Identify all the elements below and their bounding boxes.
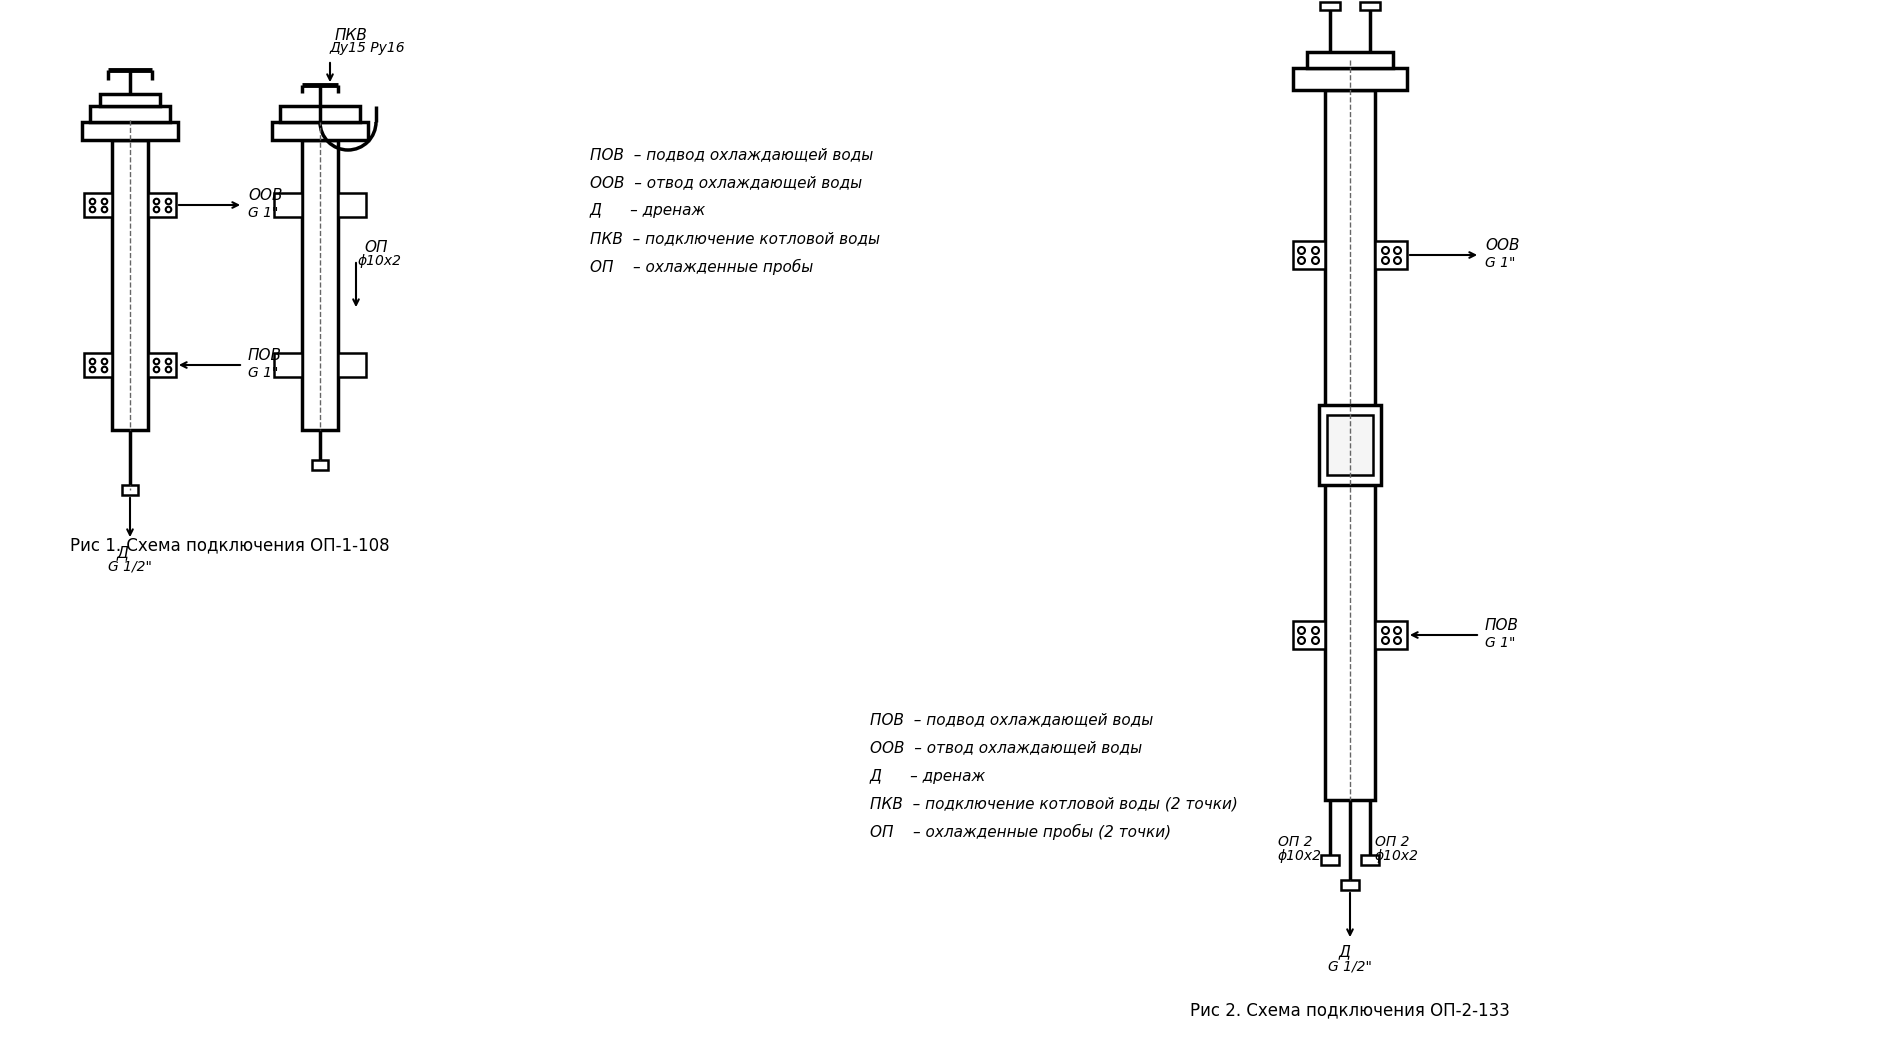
Text: ϕ10х2: ϕ10х2	[1277, 849, 1320, 863]
Text: Д: Д	[1337, 945, 1349, 960]
Bar	[1292, 241, 1324, 269]
Bar	[338, 353, 366, 377]
Text: ОП: ОП	[365, 239, 387, 254]
Text: Д: Д	[115, 545, 128, 560]
Text: Рис 1. Схема подключения ОП-1-108: Рис 1. Схема подключения ОП-1-108	[70, 536, 389, 554]
Text: Д      – дренаж: Д – дренаж	[869, 769, 986, 783]
Bar	[1375, 621, 1405, 649]
Text: Рис 2. Схема подключения ОП-2-133: Рис 2. Схема подключения ОП-2-133	[1190, 1001, 1509, 1019]
Text: G 1": G 1"	[247, 366, 278, 379]
Bar	[1375, 241, 1405, 269]
Text: ОП 2: ОП 2	[1277, 836, 1311, 849]
Text: ПОВ: ПОВ	[1485, 618, 1519, 632]
Text: ϕ10х2: ϕ10х2	[357, 254, 402, 268]
Bar	[111, 140, 147, 431]
Bar	[147, 193, 176, 217]
Text: ПОВ  – подвод охлаждающей воды: ПОВ – подвод охлаждающей воды	[589, 148, 873, 163]
Text: G 1": G 1"	[1485, 636, 1515, 649]
Text: Д      – дренаж: Д – дренаж	[589, 203, 706, 219]
Bar	[302, 140, 338, 431]
Text: ϕ10х2: ϕ10х2	[1375, 849, 1419, 863]
Text: ООВ: ООВ	[1485, 237, 1519, 253]
Text: ПОВ  – подвод охлаждающей воды: ПОВ – подвод охлаждающей воды	[869, 712, 1152, 727]
Bar	[1360, 2, 1379, 10]
Bar	[91, 106, 170, 122]
Text: Ду15 Ру16: Ду15 Ру16	[331, 41, 406, 55]
Text: ОП    – охлажденные пробы: ОП – охлажденные пробы	[589, 259, 812, 275]
Bar	[1326, 415, 1371, 475]
Bar	[274, 193, 302, 217]
Bar	[147, 353, 176, 377]
Text: ООВ  – отвод охлаждающей воды: ООВ – отвод охлаждающей воды	[589, 175, 861, 190]
Text: G 1/2": G 1/2"	[108, 560, 151, 574]
Text: ПКВ: ПКВ	[334, 28, 368, 43]
Bar	[1341, 880, 1358, 890]
Text: ОП 2: ОП 2	[1375, 836, 1409, 849]
Bar	[1292, 621, 1324, 649]
Bar	[81, 122, 178, 140]
Text: ООВ: ООВ	[247, 187, 281, 202]
Bar	[83, 353, 111, 377]
Text: G 1": G 1"	[247, 206, 278, 220]
Text: G 1": G 1"	[1485, 256, 1515, 270]
Bar	[338, 193, 366, 217]
Bar	[1319, 2, 1339, 10]
Bar	[280, 106, 359, 122]
Text: G 1/2": G 1/2"	[1328, 959, 1371, 973]
Bar	[1360, 855, 1379, 865]
Bar	[272, 122, 368, 140]
Bar	[100, 94, 161, 106]
Text: ПОВ: ПОВ	[247, 348, 281, 362]
Text: ПКВ  – подключение котловой воды: ПКВ – подключение котловой воды	[589, 232, 880, 247]
Bar	[83, 193, 111, 217]
Bar	[1307, 52, 1392, 68]
Bar	[1324, 90, 1375, 800]
Bar	[274, 353, 302, 377]
Text: ПКВ  – подключение котловой воды (2 точки): ПКВ – подключение котловой воды (2 точки…	[869, 796, 1237, 811]
Bar	[123, 485, 138, 495]
Text: ОП    – охлажденные пробы (2 точки): ОП – охлажденные пробы (2 точки)	[869, 824, 1171, 840]
Bar	[1292, 68, 1405, 90]
Bar	[1320, 855, 1337, 865]
Text: ООВ  – отвод охлаждающей воды: ООВ – отвод охлаждающей воды	[869, 741, 1141, 756]
Bar	[312, 460, 329, 470]
Bar	[1319, 405, 1381, 485]
